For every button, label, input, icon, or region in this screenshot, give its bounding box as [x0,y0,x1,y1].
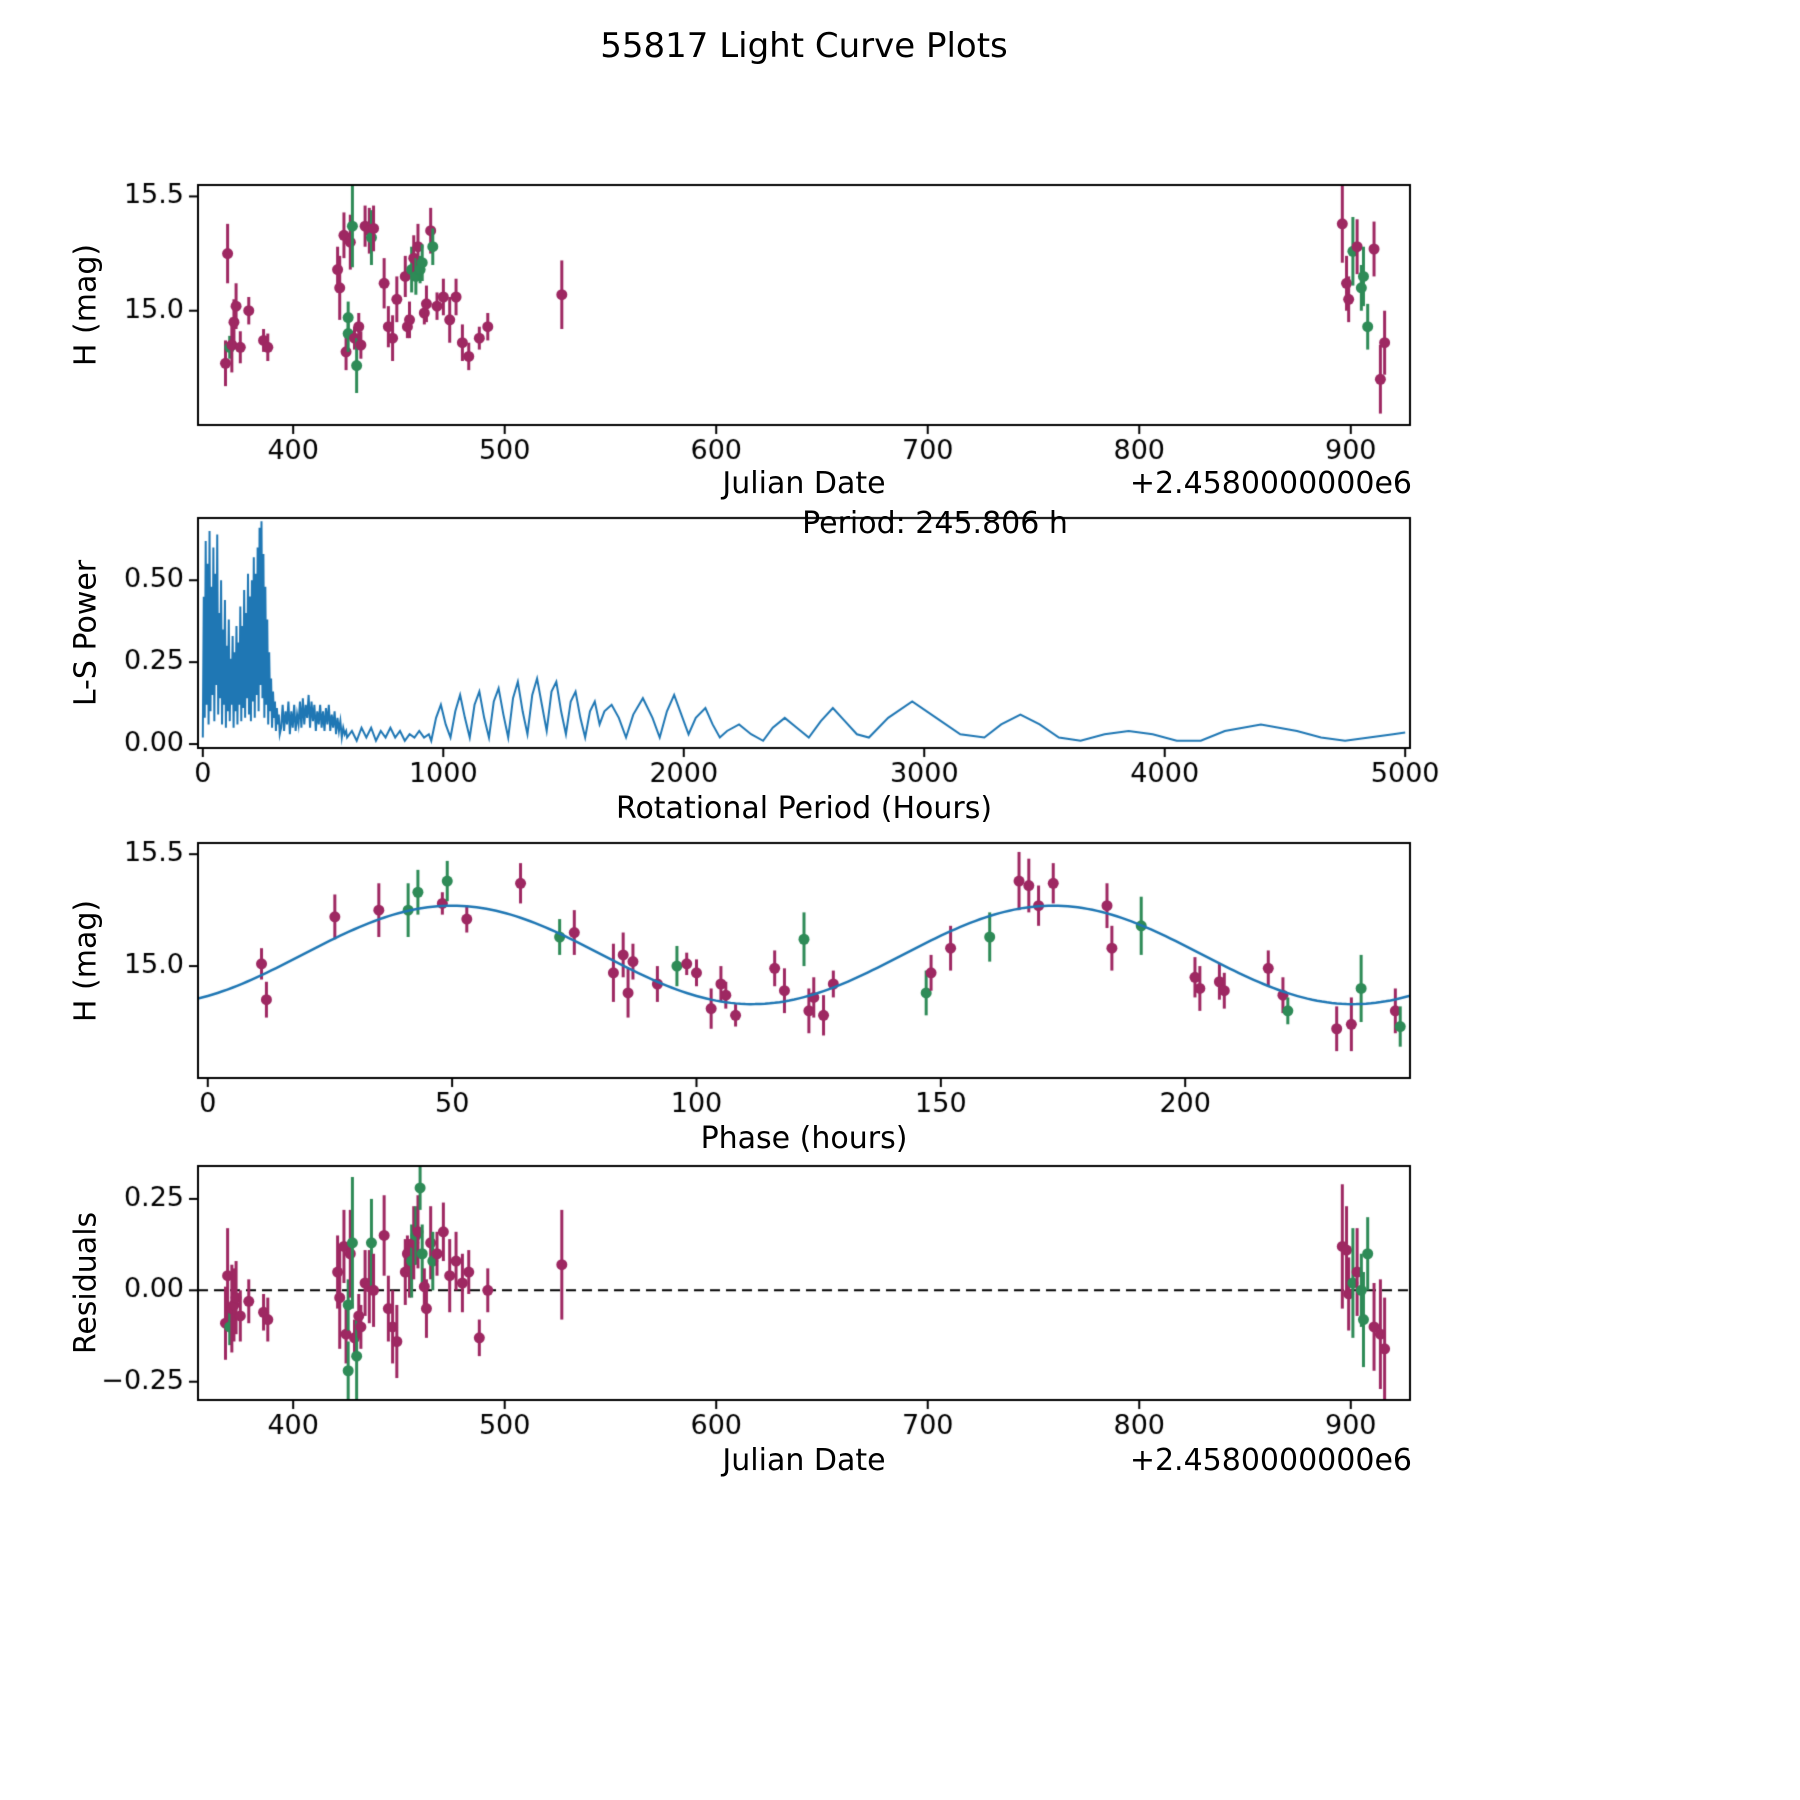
panel1-ylabel: H (mag) [68,243,104,367]
panel4-x-offset-text: +2.4580000000e6 [1129,1443,1412,1478]
panel4-xlabel: Julian Date [722,1443,886,1478]
panel1-xlabel: Julian Date [722,466,886,501]
panel3-xlabel: Phase (hours) [700,1121,908,1156]
panel2-xlabel: Rotational Period (Hours) [615,791,993,826]
period-annotation: Period: 245.806 h [802,506,1068,541]
panel4-ylabel: Residuals [68,1211,104,1355]
panel2-ylabel: L-S Power [68,559,104,707]
figure-title: 55817 Light Curve Plots [600,26,1008,66]
panel3-ylabel: H (mag) [68,899,104,1023]
panel1-x-offset-text: +2.4580000000e6 [1129,466,1412,501]
